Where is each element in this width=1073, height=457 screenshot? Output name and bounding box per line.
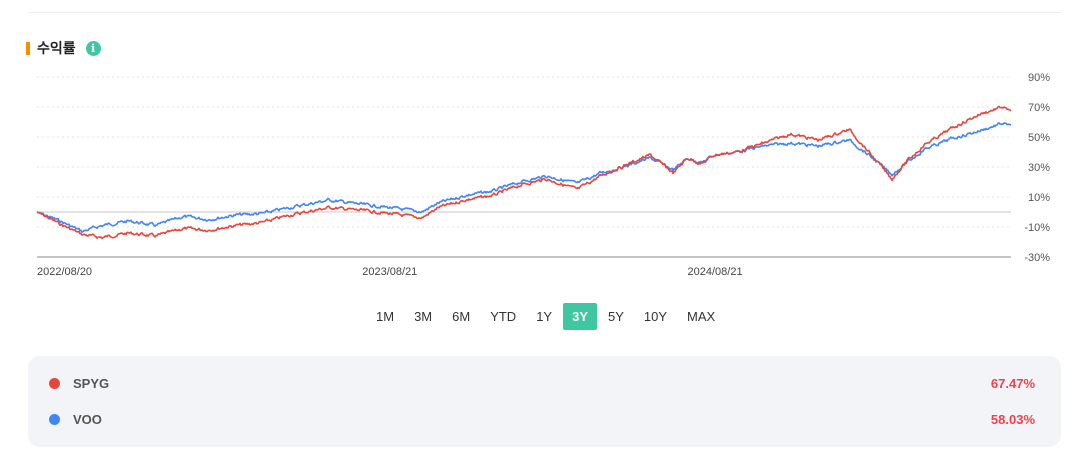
series-line-spyg	[36, 105, 1012, 240]
y-tick-label: -30%	[1024, 252, 1050, 264]
x-tick-label: 2022/08/20	[37, 266, 92, 278]
legend-dot-voo	[49, 413, 60, 425]
legend-value-spyg: 67.47%	[990, 375, 1035, 391]
section-title: 수익률	[37, 40, 76, 56]
returns-line-chart: 90% 70% 50% 30% 10% -10% -30% 2022/08/20 2023/08…	[36, 72, 1050, 278]
y-tick-label: 70%	[1028, 102, 1050, 114]
range-button-5y[interactable]: 5Y	[599, 303, 633, 330]
legend-row-voo: VOO 58.03%	[28, 409, 1061, 429]
range-button-1y[interactable]: 1Y	[527, 303, 561, 330]
y-tick-label: 10%	[1028, 192, 1050, 204]
y-tick-label: -10%	[1024, 222, 1050, 234]
section-header: 수익률 i	[26, 39, 101, 57]
range-button-3m[interactable]: 3M	[405, 303, 441, 330]
range-button-3y[interactable]: 3Y	[563, 303, 597, 330]
legend-row-spyg: SPYG 67.47%	[28, 373, 1061, 393]
info-icon[interactable]: i	[85, 40, 101, 56]
range-button-1m[interactable]: 1M	[367, 303, 403, 330]
legend-name-voo: VOO	[73, 411, 102, 427]
legend-dot-spyg	[49, 377, 60, 389]
y-tick-label: 50%	[1028, 132, 1050, 144]
x-tick-label: 2024/08/21	[688, 266, 743, 278]
range-button-10y[interactable]: 10Y	[635, 303, 676, 330]
y-tick-label: 30%	[1028, 162, 1050, 174]
x-tick-label: 2023/08/21	[362, 266, 417, 278]
y-tick-label: 90%	[1028, 72, 1050, 84]
legend-name-spyg: SPYG	[73, 375, 110, 391]
series-line-voo	[36, 122, 1012, 233]
section-accent-bar	[26, 41, 30, 55]
range-button-6m[interactable]: 6M	[443, 303, 479, 330]
legend-panel: SPYG 67.47% VOO 58.03%	[28, 356, 1061, 447]
range-button-max[interactable]: MAX	[678, 303, 724, 330]
range-button-ytd[interactable]: YTD	[481, 303, 525, 330]
legend-value-voo: 58.03%	[990, 411, 1035, 427]
top-divider	[28, 12, 1061, 13]
range-button-group: 1M 3M 6M YTD 1Y 3Y 5Y 10Y MAX	[366, 303, 725, 330]
